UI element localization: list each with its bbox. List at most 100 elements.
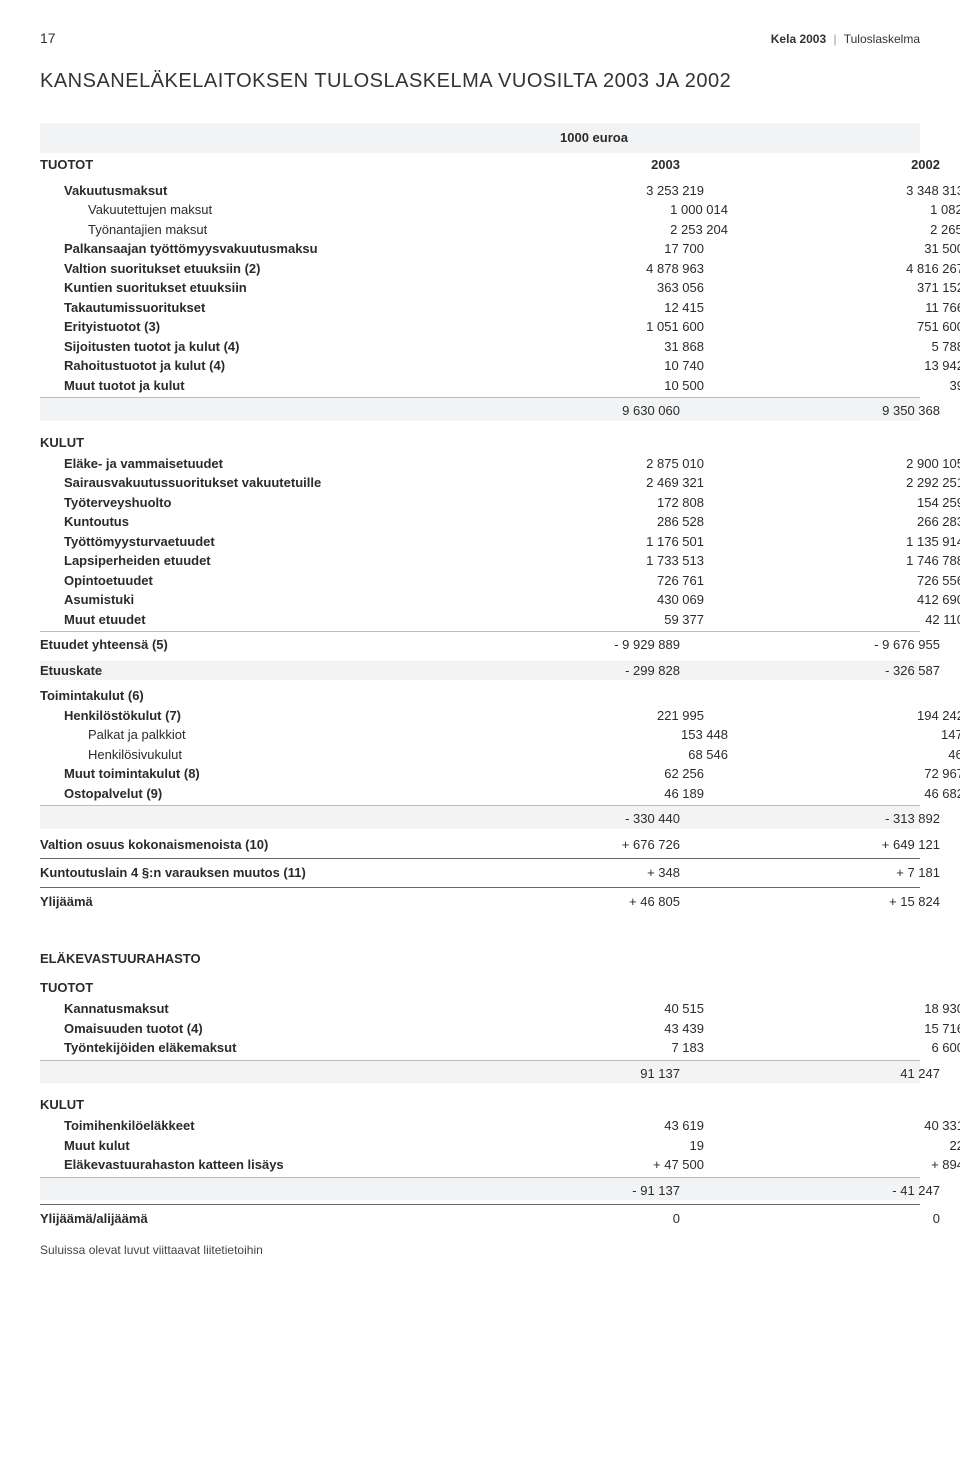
- row-y1: + 47 500: [484, 1155, 744, 1175]
- row-y2: 15 716: [744, 1019, 960, 1039]
- row-y1: 221 995: [484, 706, 744, 726]
- ylijaama-label: Ylijäämä: [40, 892, 460, 912]
- table-row: Ostopalvelut (9)46 18946 682: [40, 784, 920, 804]
- row-y2: 2 900 105: [744, 454, 960, 474]
- row-label: Palkat ja palkkiot: [40, 725, 508, 745]
- unit-row: 1000 euroa: [40, 123, 920, 153]
- row-label: Sijoitusten tuotot ja kulut (4): [40, 337, 484, 357]
- row-y1: 2 469 321: [484, 473, 744, 493]
- row-y2: 46 547: [768, 745, 960, 765]
- tuotot-subtotal-y2: 9 350 368: [720, 401, 960, 421]
- row-y1: 726 761: [484, 571, 744, 591]
- table-row: Kuntien suoritukset etuuksiin363 056371 …: [40, 278, 920, 298]
- row-label: Omaisuuden tuotot (4): [40, 1019, 484, 1039]
- row-y1: 19: [484, 1136, 744, 1156]
- row-y2: 1 746 788: [744, 551, 960, 571]
- table-row: Muut etuudet59 37742 110: [40, 610, 920, 630]
- page-title: KANSANELÄKELAITOKSEN TULOSLASKELMA VUOSI…: [40, 70, 920, 93]
- row-y2: 1 135 914: [744, 532, 960, 552]
- row-y1: 10 500: [484, 376, 744, 396]
- table-row: Kuntoutus286 528266 283: [40, 512, 920, 532]
- row-y1: 2 875 010: [484, 454, 744, 474]
- row-label: Muut tuotot ja kulut: [40, 376, 484, 396]
- table-row: Vakuutettujen maksut1 000 0141 082 548: [40, 200, 920, 220]
- valtion-osuus: Valtion osuus kokonaismenoista (10) + 67…: [40, 835, 920, 855]
- row-y1: 1 733 513: [484, 551, 744, 571]
- ylijaama-y2: + 15 824: [720, 892, 960, 912]
- row-label: Toimihenkilöeläkkeet: [40, 1116, 484, 1136]
- valtion-osuus-y1: + 676 726: [460, 835, 720, 855]
- row-y2: 194 242: [744, 706, 960, 726]
- table-row: Takautumissuoritukset12 41511 766: [40, 298, 920, 318]
- elakevastuu-heading: ELÄKEVASTUURAHASTO: [40, 951, 920, 966]
- table-row: Työnantajien maksut2 253 2042 265 765: [40, 220, 920, 240]
- row-y2: 2 292 251: [744, 473, 960, 493]
- row-label: Muut toimintakulut (8): [40, 764, 484, 784]
- table-row: Palkat ja palkkiot153 448147 695: [40, 725, 920, 745]
- row-label: Henkilöstökulut (7): [40, 706, 484, 726]
- row-label: Valtion suoritukset etuuksiin (2): [40, 259, 484, 279]
- row-y1: 12 415: [484, 298, 744, 318]
- row-y2: 18 930: [744, 999, 960, 1019]
- row-label: Eläkevastuurahaston katteen lisäys: [40, 1155, 484, 1175]
- etuuskate: Etuuskate - 299 828 - 326 587: [40, 661, 920, 681]
- header-brand: Kela 2003: [771, 32, 826, 46]
- table-row: Erityistuotot (3)1 051 600751 600: [40, 317, 920, 337]
- ev-ylijaama-y2: 0: [720, 1209, 960, 1229]
- page: 17 Kela 2003 | Tuloslaskelma KANSANELÄKE…: [0, 0, 960, 1297]
- row-y1: 363 056: [484, 278, 744, 298]
- elakevastuu-kulut-heading: KULUT: [40, 1097, 920, 1112]
- table-row: Palkansaajan työttömyysvakuutusmaksu17 7…: [40, 239, 920, 259]
- table-row: Rahoitustuotot ja kulut (4)10 74013 942: [40, 356, 920, 376]
- row-y2: 2 265 765: [768, 220, 960, 240]
- row-y1: 43 439: [484, 1019, 744, 1039]
- row-label: Työttömyysturvaetuudet: [40, 532, 484, 552]
- footnote: Suluissa olevat luvut viittaavat liiteti…: [40, 1243, 920, 1257]
- col-header-y1: 2003: [460, 155, 720, 175]
- row-label: Asumistuki: [40, 590, 484, 610]
- valtion-osuus-y2: + 649 121: [720, 835, 960, 855]
- ev-tuotot-sub-y2: 41 247: [720, 1064, 960, 1084]
- table-row: Kannatusmaksut40 51518 930: [40, 999, 920, 1019]
- table-row: Toimihenkilöeläkkeet43 61940 331: [40, 1116, 920, 1136]
- ev-tuotot-sub-y1: 91 137: [460, 1064, 720, 1084]
- row-y2: 266 283: [744, 512, 960, 532]
- etuudet-yht-y2: - 9 676 955: [720, 635, 960, 655]
- tuotot-subtotal-y1: 9 630 060: [460, 401, 720, 421]
- row-y2: 1 082 548: [768, 200, 960, 220]
- row-y1: 430 069: [484, 590, 744, 610]
- table-row: Henkilöstökulut (7)221 995194 242: [40, 706, 920, 726]
- ev-kulut-rows: Toimihenkilöeläkkeet43 61940 331Muut kul…: [40, 1116, 920, 1175]
- row-y2: 726 556: [744, 571, 960, 591]
- row-y2: 6 600: [744, 1038, 960, 1058]
- row-y1: 4 878 963: [484, 259, 744, 279]
- ev-kulut-sub-y2: - 41 247: [720, 1181, 960, 1201]
- ev-tuotot-rows: Kannatusmaksut40 51518 930Omaisuuden tuo…: [40, 999, 920, 1058]
- ev-ylijaama-label: Ylijäämä/alijäämä: [40, 1209, 460, 1229]
- table-row: Muut toimintakulut (8)62 25672 967: [40, 764, 920, 784]
- toimintakulut-subtotal: - 330 440 - 313 892: [40, 805, 920, 829]
- row-y1: 1 176 501: [484, 532, 744, 552]
- row-y1: 43 619: [484, 1116, 744, 1136]
- kulut-rows: Eläke- ja vammaisetuudet2 875 0102 900 1…: [40, 454, 920, 630]
- kulut-heading: KULUT: [40, 435, 920, 450]
- etuudet-yht-label: Etuudet yhteensä (5): [40, 635, 460, 655]
- row-label: Muut etuudet: [40, 610, 484, 630]
- row-y2: 11 766: [744, 298, 960, 318]
- row-y1: 172 808: [484, 493, 744, 513]
- row-y1: 1 051 600: [484, 317, 744, 337]
- row-y2: 751 600: [744, 317, 960, 337]
- row-y2: 3 348 313: [744, 181, 960, 201]
- elakevastuu-tuotot-heading: TUOTOT: [40, 980, 920, 995]
- row-y2: + 894: [744, 1155, 960, 1175]
- row-y2: 371 152: [744, 278, 960, 298]
- row-y1: 46 189: [484, 784, 744, 804]
- page-number: 17: [40, 30, 56, 46]
- ev-tuotot-subtotal: 91 137 41 247: [40, 1060, 920, 1084]
- row-y2: 147 695: [768, 725, 960, 745]
- row-label: Kannatusmaksut: [40, 999, 484, 1019]
- etuuskate-y1: - 299 828: [460, 661, 720, 681]
- toimintakulut-heading-row: Toimintakulut (6): [40, 686, 920, 706]
- table-row: Vakuutusmaksut3 253 2193 348 313: [40, 181, 920, 201]
- table-row: Henkilösivukulut68 54646 547: [40, 745, 920, 765]
